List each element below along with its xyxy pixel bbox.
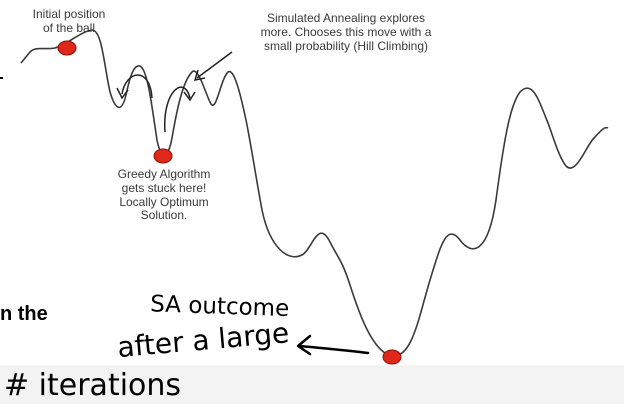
sa-line-1: Simulated Annealing explores bbox=[266, 11, 426, 25]
handwritten-line-1: SA outcome bbox=[150, 291, 290, 322]
greedy-line-1: Greedy Algorithm bbox=[117, 167, 211, 181]
greedy-label: Greedy Algorithm gets stuck here! Locall… bbox=[98, 167, 230, 223]
sa-arrow-right bbox=[164, 86, 191, 133]
sa-arrow-left bbox=[121, 74, 153, 99]
sa-explanation-label: Simulated Annealing explores more. Choos… bbox=[222, 11, 470, 53]
initial-position-label: Initial position of the ball bbox=[6, 7, 132, 36]
handwritten-line-2: after a large bbox=[116, 316, 290, 364]
sa-arrow-right-head bbox=[183, 91, 196, 102]
greedy-line-4: Solution. bbox=[140, 208, 188, 223]
bottom-strip bbox=[0, 365, 624, 404]
initial-line-2: of the ball bbox=[42, 20, 96, 35]
ball-global-min bbox=[382, 349, 402, 365]
annotation-pointer-head bbox=[193, 69, 206, 81]
ball-local-min bbox=[153, 148, 173, 164]
handwritten-line-3: # iterations bbox=[4, 368, 181, 403]
sa-line-2: more. Chooses this move with a bbox=[260, 24, 432, 39]
handwritten-arrow bbox=[298, 344, 370, 355]
ball-initial bbox=[57, 40, 77, 56]
handwritten-arrow-head bbox=[296, 334, 312, 356]
sa-arrow-left-head bbox=[116, 87, 129, 100]
cutoff-text: n the bbox=[0, 303, 48, 325]
greedy-line-3: Locally Optimum bbox=[119, 194, 209, 209]
initial-line-1: Initial position bbox=[32, 7, 106, 21]
sa-line-3: small probability (Hill Climbing) bbox=[263, 38, 429, 53]
greedy-line-2: gets stuck here! bbox=[121, 180, 207, 195]
annotation-pointer bbox=[196, 51, 233, 79]
